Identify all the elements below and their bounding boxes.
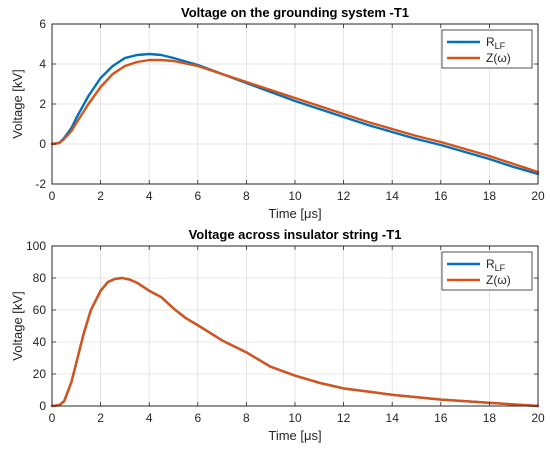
- legend-label-tail: ω): [497, 273, 510, 287]
- x-tick-label: 12: [337, 411, 351, 425]
- x-tick-label: 0: [49, 411, 56, 425]
- x-axis-label-greek: μ: [304, 206, 312, 221]
- x-tick-label: 4: [146, 411, 153, 425]
- legend-label: Z(ω): [486, 273, 511, 287]
- x-tick-label: 8: [243, 189, 250, 203]
- y-axis-label: Voltage [kV]: [10, 291, 25, 360]
- y-tick-label: -2: [35, 177, 46, 191]
- x-axis-label-tail: s]: [312, 206, 322, 221]
- x-tick-label: 10: [288, 411, 302, 425]
- x-tick-label: 20: [531, 411, 545, 425]
- y-tick-label: 0: [39, 137, 46, 151]
- x-tick-label: 2: [97, 189, 104, 203]
- y-tick-label: 60: [33, 303, 47, 317]
- chart-panel-2: 0 2 4 6 8 10 12 14 16 18 20 0 20 40 60 80 100 Voltage acr…: [10, 227, 545, 443]
- x-tick-label: 16: [434, 411, 448, 425]
- x-axis-label: Time [μs]: [268, 206, 321, 221]
- x-tick-label: 18: [483, 189, 497, 203]
- x-axis-label-main: Time [: [268, 206, 304, 221]
- x-tick-label: 18: [483, 411, 497, 425]
- chart-title: Voltage across insulator string -T1: [189, 227, 402, 242]
- y-tick-label: 2: [39, 97, 46, 111]
- legend-box: [441, 29, 533, 69]
- legend-label-main: Z(: [486, 273, 497, 287]
- x-tick-label: 10: [288, 189, 302, 203]
- legend-box: [441, 251, 533, 291]
- y-tick-label: 4: [39, 57, 46, 71]
- legend-label: RLF: [486, 35, 506, 51]
- x-tick-label: 8: [243, 411, 250, 425]
- y-tick-label: 6: [39, 17, 46, 31]
- y-tick-label: 40: [33, 335, 47, 349]
- x-tick-label: 16: [434, 189, 448, 203]
- legend-label-main: Z(: [486, 51, 497, 65]
- x-tick-label: 2: [97, 411, 104, 425]
- y-axis-label: Voltage [kV]: [10, 69, 25, 138]
- x-tick-label: 4: [146, 189, 153, 203]
- y-tick-label: 20: [33, 367, 47, 381]
- chart-title: Voltage on the grounding system -T1: [181, 5, 409, 20]
- x-tick-label: 14: [386, 411, 400, 425]
- x-axis-label: Time [μs]: [268, 428, 321, 443]
- legend-label-tail: ω): [497, 51, 510, 65]
- x-tick-label: 14: [386, 189, 400, 203]
- series-line-z-omega: [50, 58, 540, 174]
- series-line-z-omega: [50, 276, 540, 408]
- legend-label-main: R: [486, 35, 495, 49]
- legend-label-subscript: LF: [495, 263, 506, 273]
- x-tick-label: 6: [194, 411, 201, 425]
- y-tick-label: 80: [33, 271, 47, 285]
- legend-label-subscript: LF: [495, 41, 506, 51]
- x-tick-label: 12: [337, 189, 351, 203]
- x-axis-label-main: Time [: [268, 428, 304, 443]
- x-tick-label: 0: [49, 189, 56, 203]
- y-tick-label: 100: [26, 239, 46, 253]
- y-tick-label: 0: [39, 399, 46, 413]
- legend-label-main: R: [486, 257, 495, 271]
- x-tick-label: 20: [531, 189, 545, 203]
- x-axis-label-tail: s]: [312, 428, 322, 443]
- x-tick-label: 6: [194, 189, 201, 203]
- x-axis-label-greek: μ: [304, 428, 312, 443]
- legend-label: Z(ω): [486, 51, 511, 65]
- legend-label: RLF: [486, 257, 506, 273]
